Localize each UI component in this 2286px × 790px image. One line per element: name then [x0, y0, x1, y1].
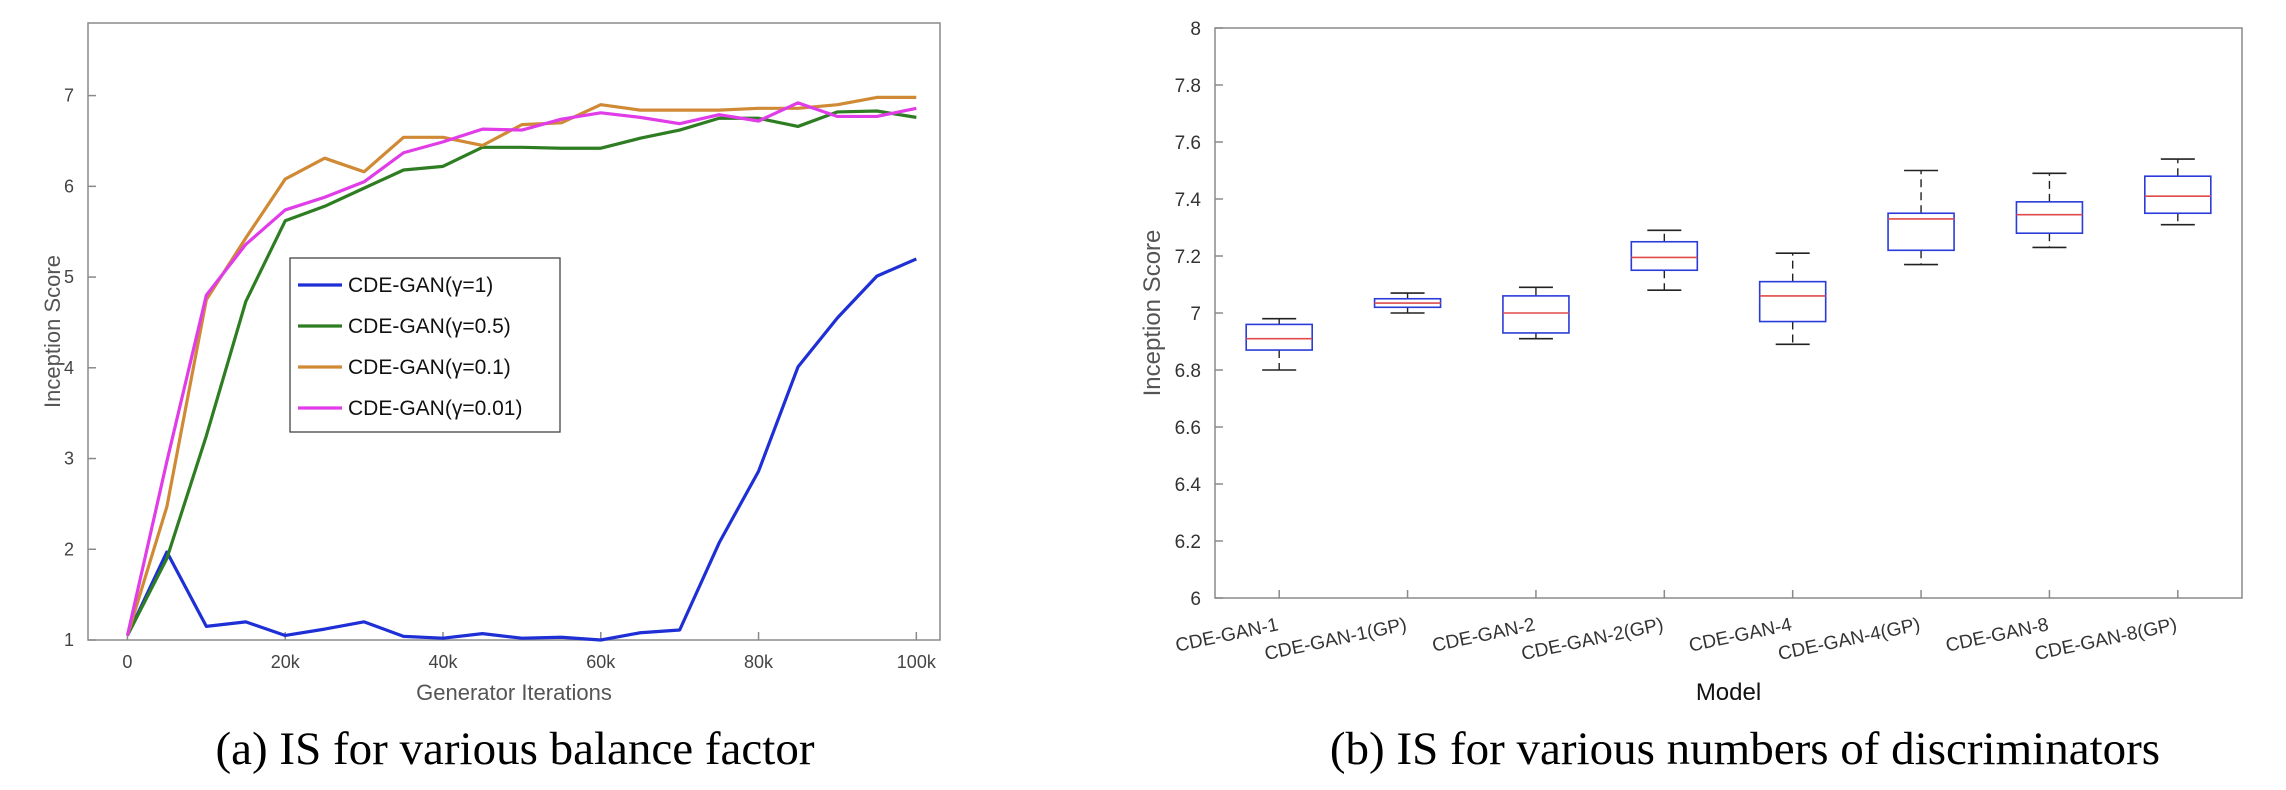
y-tick-label: 6: [64, 176, 74, 196]
y-tick-label: 8: [1190, 19, 1201, 40]
y-tick-label: 7: [64, 86, 74, 106]
y-tick-label: 7: [1190, 304, 1201, 325]
y-tick-label: 6: [1190, 589, 1201, 610]
y-tick-label: 6.2: [1175, 532, 1201, 553]
y-tick-label: 1: [64, 630, 74, 650]
y-tick-label: 7.2: [1175, 247, 1201, 268]
series-line: [125, 101, 917, 636]
y-tick-label: 2: [64, 539, 74, 559]
y-tick-label: 7.6: [1175, 133, 1201, 154]
x-tick-label: 40k: [428, 652, 458, 672]
caption-b: (b) IS for various numbers of discrimina…: [1329, 723, 2161, 775]
box-chart-is-discriminators: 66.26.46.66.877.27.47.67.88CDE-GAN-1CDE-…: [1139, 19, 2243, 706]
x-tick-label: CDE-GAN-2(GP): [1520, 614, 1666, 665]
line-chart-is-balance-factor: 0 20k 40k 60k 80k 100k 1 2 3 4 5 6 7 Generator Iterat…: [40, 22, 941, 705]
x-tick-label: 60k: [586, 652, 616, 672]
y-tick-label: 6.6: [1175, 418, 1201, 439]
box: [2015, 201, 2084, 235]
legend-label: CDE-GAN(γ=1): [348, 274, 493, 297]
legend-label: CDE-GAN(γ=0.5): [348, 315, 511, 338]
y-tick-label: 3: [64, 449, 74, 469]
x-tick-label: CDE-GAN-4(GP): [1776, 614, 1922, 665]
y-tick-label: 6.4: [1175, 475, 1202, 496]
caption-a: (a) IS for various balance factor: [215, 723, 815, 775]
y-axis-label: Inception Score: [40, 255, 65, 408]
box: [1245, 323, 1313, 351]
y-tick-label: 4: [64, 358, 74, 378]
y-tick-label: 5: [64, 267, 74, 287]
series-line: [125, 257, 917, 642]
x-tick-label: 80k: [744, 652, 774, 672]
x-axis-label: Generator Iterations: [416, 680, 612, 705]
x-tick-label: 100k: [897, 652, 937, 672]
box: [2144, 175, 2212, 215]
x-axis-label: Model: [1696, 679, 1761, 706]
y-tick-label: 7.8: [1175, 76, 1201, 97]
legend-box: [289, 257, 561, 433]
y-tick-label: 6.8: [1175, 361, 1201, 382]
box: [1758, 280, 1827, 323]
x-tick-label: CDE-GAN-1(GP): [1263, 614, 1409, 665]
x-tick-label: CDE-GAN-8(GP): [2033, 614, 2179, 665]
x-tick-label: 0: [122, 652, 132, 672]
x-tick-label: 20k: [271, 652, 301, 672]
box: [1502, 295, 1570, 334]
legend-label: CDE-GAN(γ=0.1): [348, 356, 511, 379]
box: [1630, 240, 1699, 272]
y-tick-label: 7.4: [1175, 190, 1202, 211]
series-line: [126, 109, 917, 637]
legend-label: CDE-GAN(γ=0.01): [348, 397, 522, 420]
box: [1887, 212, 1955, 252]
y-axis-label: Inception Score: [1139, 230, 1166, 397]
plot-area: [1214, 27, 2243, 599]
